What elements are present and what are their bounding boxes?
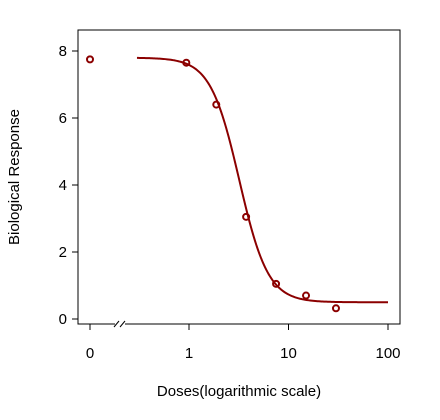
axis-break-slash <box>119 320 126 328</box>
data-point <box>212 100 221 109</box>
x-axis-title: Doses(logarithmic scale) <box>157 383 321 400</box>
x-tick-label: 0 <box>86 345 94 362</box>
fitted-dose-response-curve <box>136 56 388 304</box>
data-point <box>242 212 251 221</box>
y-tick-label: 8 <box>59 43 67 60</box>
data-point <box>182 58 191 67</box>
x-tick-label: 1 <box>185 345 193 362</box>
x-tick-label: 100 <box>375 345 400 362</box>
y-tick-label: 6 <box>59 110 67 127</box>
x-axis-break-marker <box>113 320 126 328</box>
y-axis: 0 2 4 6 8 <box>59 43 78 328</box>
x-tick-label: 10 <box>280 345 297 362</box>
axis-break-slash <box>113 320 120 328</box>
axis-break-gap <box>115 321 125 327</box>
y-tick-label: 2 <box>59 244 67 261</box>
fitted-curve-layer <box>136 56 388 304</box>
y-axis-title: Biological Response <box>6 109 23 245</box>
data-point <box>331 304 340 313</box>
plot-frame <box>77 29 401 325</box>
y-tick-label: 0 <box>59 311 67 328</box>
y-tick-label: 4 <box>59 177 67 194</box>
data-point <box>86 55 94 64</box>
x-axis: 0 1 10 100 <box>86 324 401 362</box>
data-point <box>302 291 311 300</box>
data-point <box>272 279 281 288</box>
data-points-layer <box>86 55 340 313</box>
